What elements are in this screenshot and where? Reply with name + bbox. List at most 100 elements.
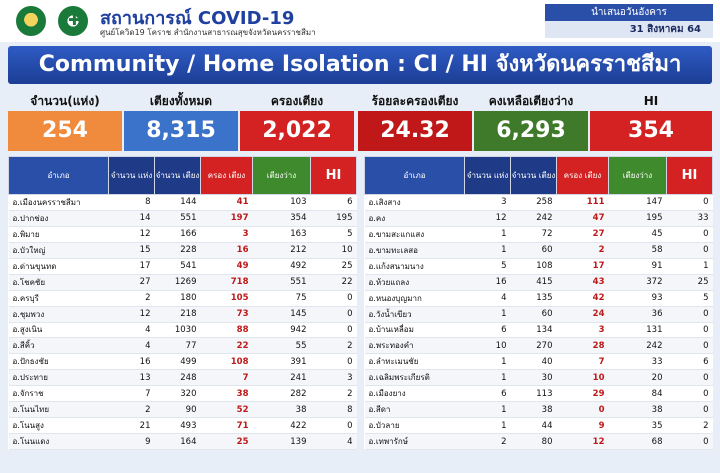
site-count: 2 [108,290,155,307]
kpi-label-occupied: ครองเตียง [270,94,324,108]
occupied-count: 0 [556,401,609,419]
emblem-logo [16,6,46,36]
district-name: อ.บัวใหญ่ [8,242,109,259]
bed-count: 166 [154,226,201,243]
district-name: อ.หนองบุญมาก [364,290,465,307]
available-count: 354 [252,210,311,227]
district-name: อ.ประทาย [8,369,109,387]
table-row: อ.วังน้ำเขียว 1 60 24 36 0 [364,306,713,323]
table-row: อ.ขามทะเลสอ 1 60 2 58 0 [364,242,713,259]
table-row: อ.ปักธงชัย 16 499 108 391 0 [8,353,357,371]
district-name: อ.บัวลาย [364,417,465,435]
table-row: อ.บ้านเหลื่อม 6 134 3 131 0 [364,322,713,339]
occupied-count: 16 [200,242,253,259]
kpi-value-available: 6,293 [474,111,588,151]
available-count: 551 [252,274,311,291]
table-row: อ.เมืองนครราชสีมา 8 144 41 103 6 [8,194,357,211]
hi-count: 0 [310,353,357,371]
occupied-count: 49 [200,258,253,275]
header-district: อำเภอ [8,156,109,195]
available-count: 58 [608,242,667,259]
district-name: อ.พระทองคำ [364,337,465,355]
district-name: อ.ห้วยแถลง [364,274,465,291]
district-name: อ.บ้านเหลื่อม [364,322,465,339]
occupied-count: 27 [556,226,609,243]
bed-count: 44 [510,417,557,435]
site-count: 14 [108,210,155,227]
district-table-right: อำเภอ จำนวน แห่ง จำนวน เตียง ครอง เตียง … [364,156,713,450]
occupied-count: 43 [556,274,609,291]
site-count: 1 [464,306,511,323]
bed-count: 180 [154,290,201,307]
table-row: อ.ลำทะเมนชัย 1 40 7 33 6 [364,353,713,371]
site-count: 6 [464,322,511,339]
district-name: อ.แก้งสนามนาง [364,258,465,275]
site-count: 5 [464,258,511,275]
hi-count: 195 [310,210,357,227]
site-count: 3 [464,194,511,211]
district-name: อ.เมืองยาง [364,385,465,403]
header-district: อำเภอ [364,156,465,195]
site-count: 9 [108,433,155,450]
district-name: อ.วังน้ำเขียว [364,306,465,323]
bed-count: 90 [154,401,201,419]
bed-count: 218 [154,306,201,323]
hi-count: 0 [666,433,713,450]
available-count: 212 [252,242,311,259]
hi-count: 0 [666,322,713,339]
available-count: 20 [608,369,667,387]
table-row: อ.ห้วยแถลง 16 415 43 372 25 [364,274,713,291]
bed-count: 108 [510,258,557,275]
district-name: อ.เมืองนครราชสีมา [8,194,109,211]
site-count: 4 [108,322,155,339]
ministry-health-logo [58,6,88,36]
occupied-count: 718 [200,274,253,291]
available-count: 103 [252,194,311,211]
site-count: 1 [464,226,511,243]
occupied-count: 52 [200,401,253,419]
district-name: อ.โนนแดง [8,433,109,450]
hi-count: 0 [666,385,713,403]
table-row: อ.ครบุรี 2 180 105 75 0 [8,290,357,307]
site-count: 12 [464,210,511,227]
bed-count: 228 [154,242,201,259]
available-count: 282 [252,385,311,403]
site-count: 21 [108,417,155,435]
bed-count: 493 [154,417,201,435]
hi-count: 0 [310,290,357,307]
bed-count: 499 [154,353,201,371]
hi-count: 3 [310,369,357,387]
occupied-count: 73 [200,306,253,323]
kpi-value-occupied: 2,022 [240,111,354,151]
available-count: 131 [608,322,667,339]
table-row: อ.เทพารักษ์ 2 80 12 68 0 [364,433,713,450]
occupied-count: 108 [200,353,253,371]
occupied-count: 88 [200,322,253,339]
district-name: อ.คง [364,210,465,227]
occupied-count: 3 [200,226,253,243]
occupied-count: 10 [556,369,609,387]
bed-count: 1269 [154,274,201,291]
hi-count: 6 [666,353,713,371]
occupied-count: 25 [200,433,253,450]
site-count: 7 [108,385,155,403]
header-beds: จำนวน เตียง [510,156,557,195]
bed-count: 80 [510,433,557,450]
occupied-count: 12 [556,433,609,450]
table-row: อ.โนนสูง 21 493 71 422 0 [8,417,357,435]
bed-count: 60 [510,306,557,323]
date-value: 31 สิงหาคม 64 [545,21,713,38]
table-row: อ.โนนแดง 9 164 25 139 4 [8,433,357,450]
available-count: 422 [252,417,311,435]
header-occupied: ครอง เตียง [200,156,253,195]
header-count: จำนวน แห่ง [108,156,155,195]
available-count: 195 [608,210,667,227]
hi-count: 5 [310,226,357,243]
site-count: 27 [108,274,155,291]
occupied-count: 28 [556,337,609,355]
header-available: เตียงว่าง [608,156,667,195]
district-name: อ.ขามสะแกแสง [364,226,465,243]
header-occupied: ครอง เตียง [556,156,609,195]
table-row: อ.บัวใหญ่ 15 228 16 212 10 [8,242,357,259]
occupied-count: 111 [556,194,609,211]
